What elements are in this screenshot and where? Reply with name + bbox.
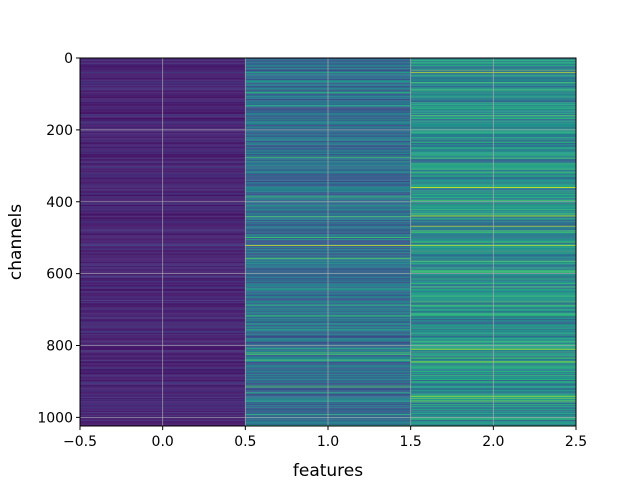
x-tick-label: −0.5 [63, 434, 97, 450]
y-tick-label: 600 [46, 267, 73, 283]
x-tick-label: 0.5 [234, 434, 256, 450]
y-tick-label: 200 [46, 123, 73, 139]
x-tick-label: 1.5 [400, 434, 422, 450]
y-tick-label: 1000 [37, 410, 73, 426]
x-tick-label: 1.0 [317, 434, 339, 450]
y-axis-label: channels [6, 204, 26, 280]
x-tick-label: 2.0 [482, 434, 504, 450]
x-tick-label: 0.0 [152, 434, 174, 450]
y-tick-label: 400 [46, 195, 73, 211]
x-axis-label: features [293, 461, 363, 480]
y-tick-label: 800 [46, 339, 73, 355]
x-axis-ticks: −0.5 0.0 0.5 1.0 1.5 2.0 2.5 [63, 426, 587, 450]
y-axis-ticks: 0 200 400 600 800 1000 [37, 51, 80, 426]
x-tick-label: 2.5 [565, 434, 587, 450]
y-tick-label: 0 [64, 51, 73, 67]
